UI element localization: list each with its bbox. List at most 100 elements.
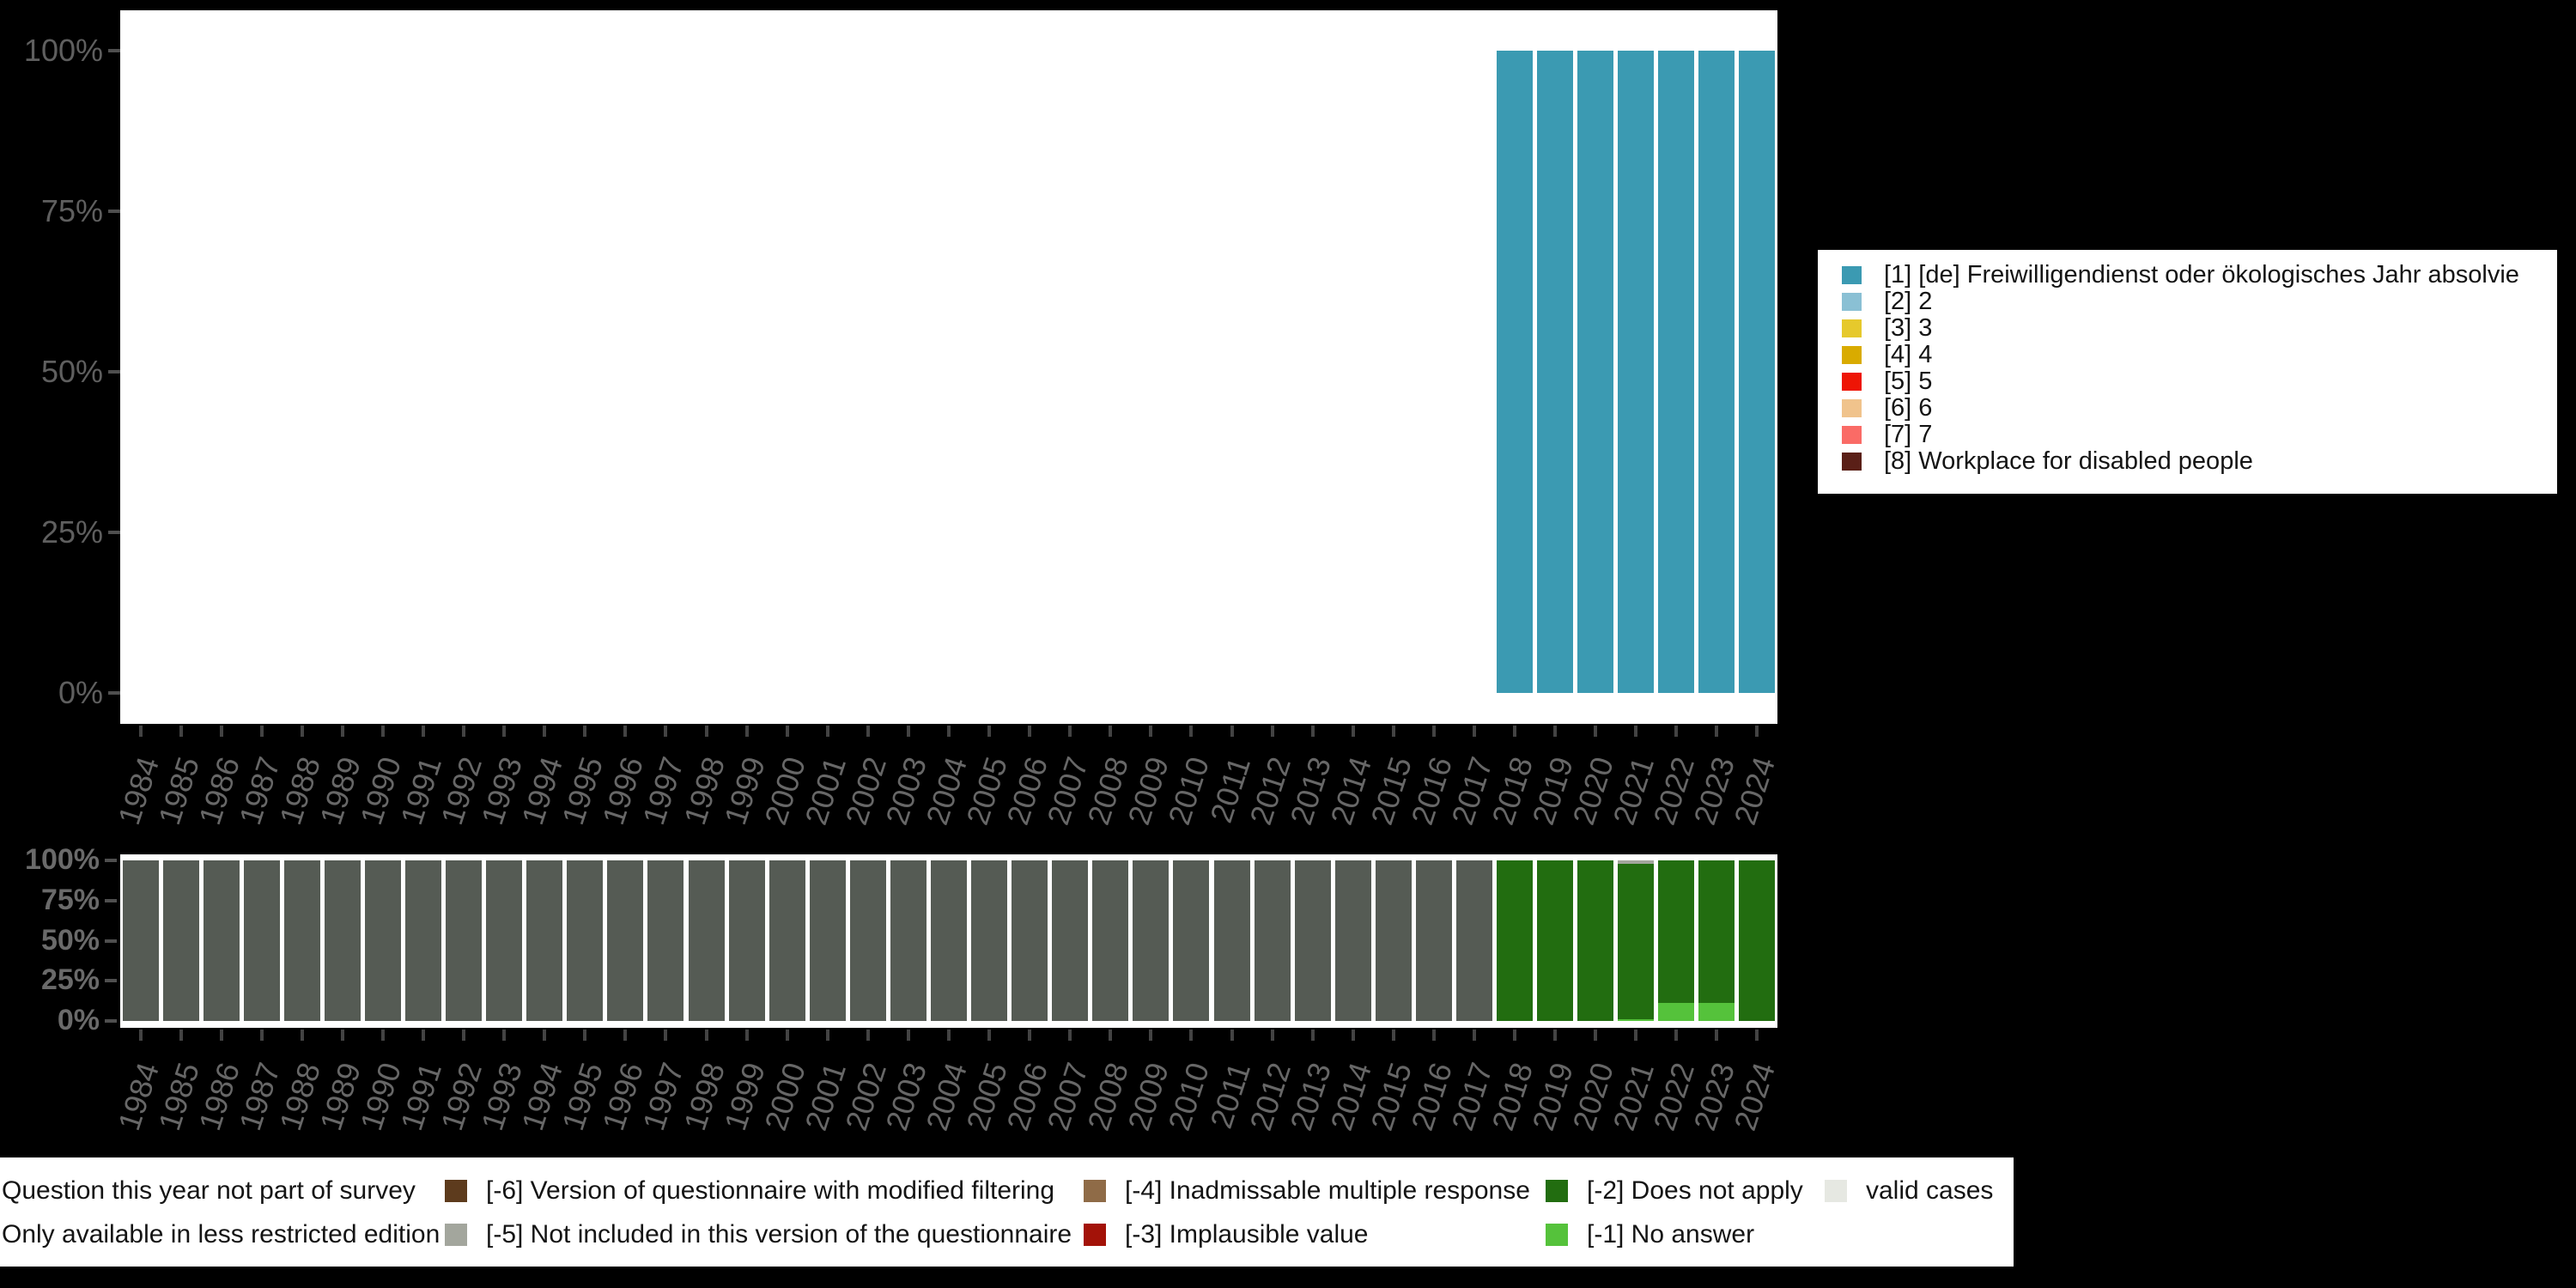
- bar-2023[interactable]: [1698, 51, 1735, 693]
- bar-2000[interactable]: [769, 860, 805, 1021]
- bar-2020[interactable]: [1577, 51, 1614, 693]
- legend-item[interactable]: [-2] Does not apply: [1546, 1176, 1803, 1205]
- bar-segment: [1012, 860, 1048, 1021]
- legend-label: [7] 7: [1884, 421, 1933, 448]
- bar-2024[interactable]: [1739, 51, 1776, 693]
- bar-2013[interactable]: [1294, 860, 1331, 1021]
- bar-1990[interactable]: [364, 860, 401, 1021]
- bar-segment: [728, 860, 765, 1021]
- y-axis-tick: [105, 939, 117, 943]
- legend-swatch: [1842, 293, 1862, 311]
- bar-2018[interactable]: [1497, 51, 1534, 693]
- bar-2024[interactable]: [1739, 860, 1776, 1021]
- bar-2016[interactable]: [1415, 860, 1452, 1021]
- x-axis-tick: [259, 1030, 264, 1041]
- x-axis-tick: [825, 1030, 829, 1041]
- legend-item[interactable]: [2] 2: [1842, 288, 2557, 315]
- legend-swatch: [445, 1224, 467, 1246]
- legend-item[interactable]: Question this year not part of survey: [0, 1176, 416, 1205]
- x-axis-tick: [1068, 1030, 1072, 1041]
- legend-item[interactable]: [6] 6: [1842, 394, 2557, 422]
- legend-item[interactable]: [5] 5: [1842, 368, 2557, 395]
- bar-1995[interactable]: [567, 860, 604, 1021]
- legend-item[interactable]: valid cases: [1825, 1176, 1994, 1205]
- bar-2001[interactable]: [809, 860, 846, 1021]
- bar-2015[interactable]: [1375, 860, 1412, 1021]
- legend-label: valid cases: [1866, 1176, 1994, 1205]
- bar-2005[interactable]: [971, 860, 1008, 1021]
- legend-item[interactable]: [-1] No answer: [1546, 1220, 1754, 1249]
- bar-1993[interactable]: [486, 860, 523, 1021]
- bar-2019[interactable]: [1537, 51, 1574, 693]
- bar-2003[interactable]: [890, 860, 927, 1021]
- legend-item[interactable]: [-3] Implausible value: [1084, 1220, 1369, 1249]
- x-axis-tick: [179, 726, 183, 737]
- bar-2008[interactable]: [1092, 860, 1129, 1021]
- legend-item[interactable]: Only available in less restricted editio…: [0, 1220, 440, 1249]
- x-axis-tick: [380, 1030, 385, 1041]
- legend-label: [-3] Implausible value: [1125, 1220, 1369, 1249]
- bar-2022[interactable]: [1658, 51, 1695, 693]
- x-axis-tick: [543, 726, 547, 737]
- bar-1988[interactable]: [283, 860, 320, 1021]
- legend-item[interactable]: [-4] Inadmissable multiple response: [1084, 1176, 1530, 1205]
- legend-item[interactable]: [-6] Version of questionnaire with modif…: [445, 1176, 1054, 1205]
- bar-2002[interactable]: [849, 860, 886, 1021]
- x-axis-tick: [1310, 726, 1315, 737]
- x-axis-tick: [1634, 1030, 1638, 1041]
- bar-2021[interactable]: [1618, 51, 1655, 693]
- bar-2021[interactable]: [1618, 860, 1655, 1021]
- bar-segment: [1658, 1003, 1695, 1021]
- bar-1998[interactable]: [688, 860, 725, 1021]
- bar-1989[interactable]: [324, 860, 361, 1021]
- bar-2017[interactable]: [1455, 860, 1492, 1021]
- bar-1994[interactable]: [526, 860, 563, 1021]
- bar-2009[interactable]: [1133, 860, 1170, 1021]
- x-axis-tick: [462, 1030, 466, 1041]
- bar-2006[interactable]: [1012, 860, 1048, 1021]
- x-axis-tick: [1068, 726, 1072, 737]
- x-axis-tick: [1513, 1030, 1517, 1041]
- bar-2023[interactable]: [1698, 860, 1735, 1021]
- bar-1984[interactable]: [122, 860, 159, 1021]
- bar-1992[interactable]: [446, 860, 483, 1021]
- legend-item[interactable]: [7] 7: [1842, 421, 2557, 448]
- bar-1986[interactable]: [203, 860, 240, 1021]
- y-axis-label: 75%: [40, 193, 103, 228]
- legend-item[interactable]: [8] Workplace for disabled people: [1842, 447, 2557, 475]
- x-axis-tick: [1634, 726, 1638, 737]
- x-axis-tick: [785, 1030, 789, 1041]
- bar-2007[interactable]: [1052, 860, 1089, 1021]
- bar-2020[interactable]: [1577, 860, 1614, 1021]
- legend-item[interactable]: [-5] Not included in this version of the…: [445, 1220, 1072, 1249]
- bar-segment: [769, 860, 805, 1021]
- bar-1996[interactable]: [607, 860, 644, 1021]
- legend-item[interactable]: [3] 3: [1842, 314, 2557, 342]
- legend-swatch: [1842, 399, 1862, 417]
- bar-1991[interactable]: [405, 860, 442, 1021]
- bar-2011[interactable]: [1213, 860, 1250, 1021]
- legend-item[interactable]: [1] [de] Freiwilligendienst oder ökologi…: [1842, 261, 2557, 289]
- bar-1997[interactable]: [647, 860, 684, 1021]
- bar-2010[interactable]: [1173, 860, 1210, 1021]
- x-axis-tick: [1391, 726, 1395, 737]
- bar-1987[interactable]: [243, 860, 280, 1021]
- bar-2014[interactable]: [1334, 860, 1371, 1021]
- legend-label: [4] 4: [1884, 341, 1933, 368]
- legend-label: [-4] Inadmissable multiple response: [1125, 1176, 1530, 1205]
- x-axis-tick: [259, 726, 264, 737]
- bar-2018[interactable]: [1497, 860, 1534, 1021]
- bar-2022[interactable]: [1658, 860, 1695, 1021]
- bar-2012[interactable]: [1254, 860, 1291, 1021]
- bar-2004[interactable]: [931, 860, 967, 1021]
- bar-1985[interactable]: [162, 860, 199, 1021]
- bar-1999[interactable]: [728, 860, 765, 1021]
- x-axis-tick: [1715, 1030, 1719, 1041]
- bar-segment: [1537, 860, 1574, 1021]
- x-axis-tick: [1149, 1030, 1153, 1041]
- bar-2019[interactable]: [1537, 860, 1574, 1021]
- x-axis-tick: [1351, 726, 1355, 737]
- legend-item[interactable]: [4] 4: [1842, 341, 2557, 368]
- x-axis-tick: [1594, 1030, 1598, 1041]
